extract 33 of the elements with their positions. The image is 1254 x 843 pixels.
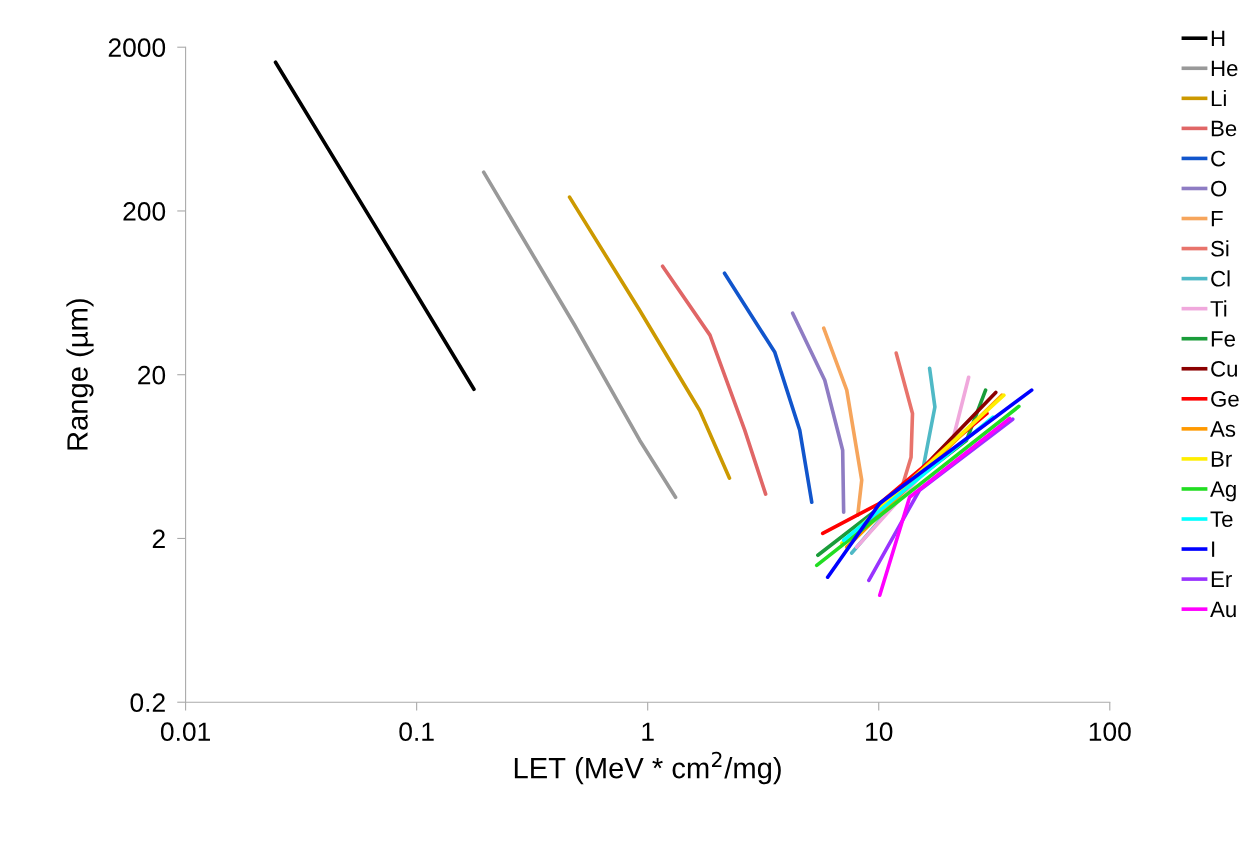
legend-label: O: [1211, 180, 1227, 197]
legend-label: As: [1210, 421, 1236, 437]
legend-label: Be: [1211, 120, 1237, 137]
x-tick-label: 100: [1089, 722, 1131, 742]
legend-label: Si: [1211, 240, 1229, 257]
legend-label: F: [1211, 211, 1223, 227]
legend-label: Ge: [1211, 391, 1239, 407]
y-axis-title: Range (µm): [66, 299, 94, 450]
legend-label: Cl: [1211, 270, 1230, 287]
legend-label: Au: [1210, 601, 1236, 618]
y-tick-label: 2000: [108, 38, 166, 58]
x-tick-label: 10: [866, 722, 893, 742]
y-tick-label: 0.2: [130, 693, 165, 713]
legend-label: Br: [1211, 451, 1232, 467]
legend-label: Te: [1210, 511, 1233, 527]
legend-label: Cu: [1211, 361, 1237, 377]
x-tick-label: 0.01: [160, 722, 210, 742]
y-tick-label: 200: [123, 202, 166, 221]
x-tick-label: 0.1: [399, 722, 434, 742]
legend-label: He: [1211, 60, 1238, 77]
x-axis-title: LET (MeV * cm$^{2}$/mg): [514, 751, 781, 785]
legend-label: I: [1212, 541, 1215, 557]
y-tick-label: 2: [152, 529, 165, 549]
legend-label: C: [1211, 150, 1226, 167]
legend-label: Ag: [1210, 481, 1236, 502]
legend-label: Li: [1211, 89, 1226, 107]
legend-label: Ti: [1210, 300, 1227, 317]
legend-label: Fe: [1211, 331, 1235, 347]
legend-label: H: [1211, 30, 1225, 46]
legend-label: Er: [1211, 571, 1232, 587]
line-series: [821, 326, 864, 518]
y-tick-label: 20: [138, 365, 166, 385]
x-tick-label: 1: [642, 722, 654, 741]
